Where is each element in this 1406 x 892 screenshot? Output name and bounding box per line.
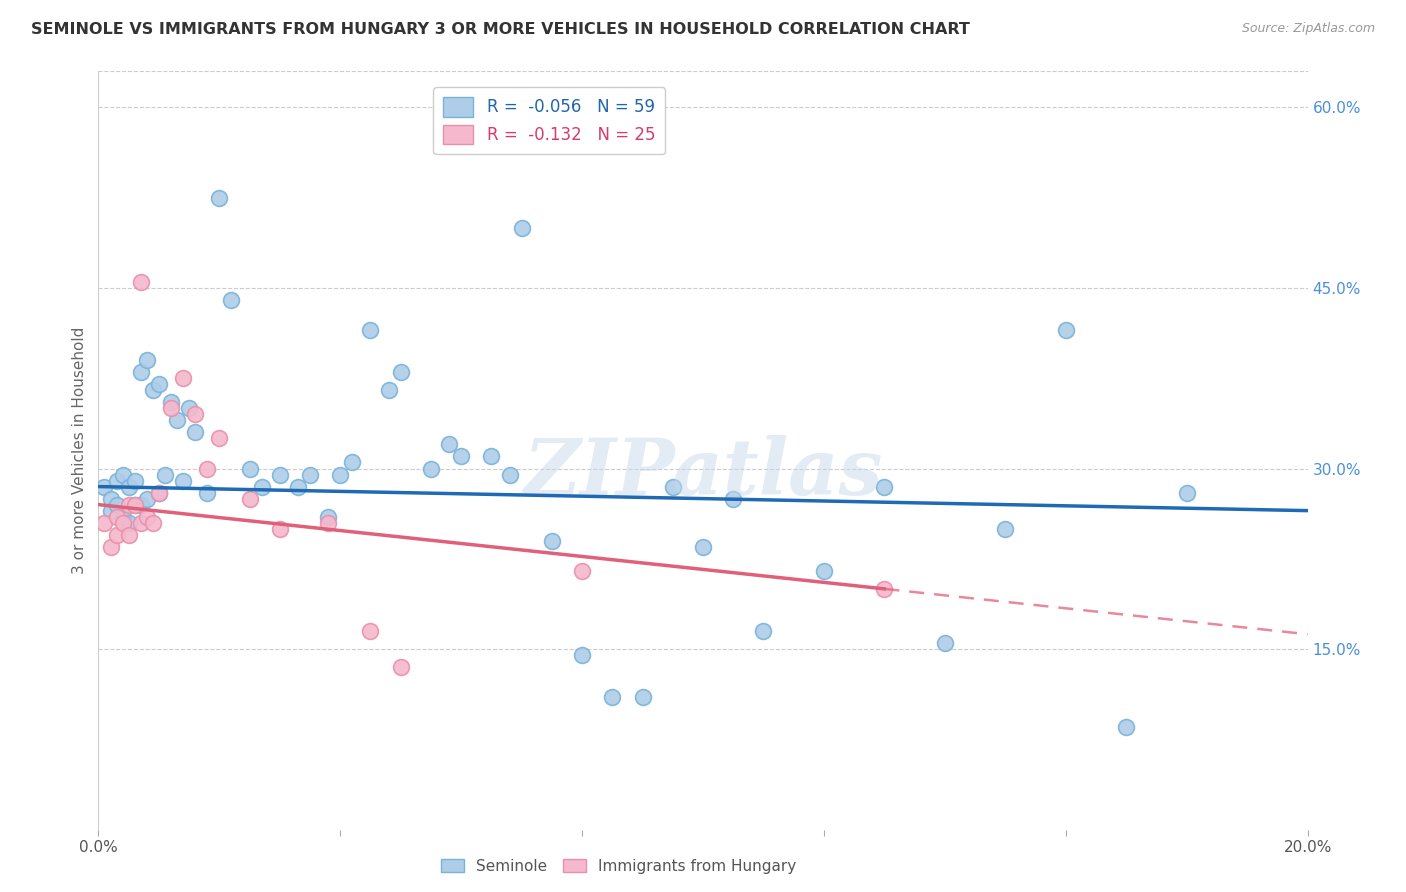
Point bbox=[100, 540, 122, 554]
Point bbox=[287, 479, 309, 493]
Point bbox=[118, 527, 141, 541]
Point bbox=[105, 498, 128, 512]
Point bbox=[239, 491, 262, 506]
Point bbox=[316, 509, 339, 524]
Point bbox=[184, 408, 207, 422]
Point bbox=[1115, 720, 1137, 734]
Point bbox=[342, 455, 364, 469]
Text: SEMINOLE VS IMMIGRANTS FROM HUNGARY 3 OR MORE VEHICLES IN HOUSEHOLD CORRELATION : SEMINOLE VS IMMIGRANTS FROM HUNGARY 3 OR… bbox=[31, 22, 970, 37]
Point bbox=[129, 365, 152, 379]
Point bbox=[160, 401, 183, 416]
Point bbox=[111, 516, 134, 530]
Point bbox=[135, 509, 157, 524]
Point bbox=[316, 516, 339, 530]
Point bbox=[148, 485, 170, 500]
Point bbox=[105, 509, 128, 524]
Point bbox=[934, 636, 956, 650]
Point bbox=[631, 690, 654, 705]
Point bbox=[389, 365, 412, 379]
Point bbox=[752, 624, 775, 638]
Point bbox=[142, 516, 165, 530]
Point bbox=[118, 479, 141, 493]
Point bbox=[129, 498, 152, 512]
Point bbox=[105, 474, 128, 488]
Text: ZIPatlas: ZIPatlas bbox=[523, 435, 883, 511]
Point bbox=[873, 582, 896, 596]
Point bbox=[299, 467, 322, 482]
Point bbox=[994, 522, 1017, 536]
Y-axis label: 3 or more Vehicles in Household: 3 or more Vehicles in Household bbox=[72, 326, 87, 574]
Point bbox=[148, 485, 170, 500]
Point bbox=[148, 377, 170, 392]
Point bbox=[124, 474, 146, 488]
Point bbox=[195, 485, 218, 500]
Point bbox=[195, 461, 218, 475]
Point bbox=[93, 516, 115, 530]
Point bbox=[100, 503, 122, 517]
Point bbox=[111, 467, 134, 482]
Point bbox=[172, 371, 194, 385]
Point bbox=[250, 479, 273, 493]
Point bbox=[179, 401, 201, 416]
Point bbox=[377, 384, 399, 398]
Point bbox=[129, 516, 152, 530]
Point bbox=[124, 498, 146, 512]
Point bbox=[172, 474, 194, 488]
Point bbox=[813, 564, 835, 578]
Point bbox=[111, 509, 134, 524]
Point bbox=[105, 527, 128, 541]
Point bbox=[93, 479, 115, 493]
Point bbox=[221, 293, 243, 307]
Point bbox=[160, 395, 183, 409]
Point bbox=[540, 533, 562, 548]
Point bbox=[142, 384, 165, 398]
Point bbox=[124, 498, 146, 512]
Point bbox=[661, 479, 683, 493]
Point bbox=[135, 491, 157, 506]
Point bbox=[329, 467, 352, 482]
Point bbox=[239, 461, 262, 475]
Text: Source: ZipAtlas.com: Source: ZipAtlas.com bbox=[1241, 22, 1375, 36]
Point bbox=[360, 323, 382, 337]
Point bbox=[100, 491, 122, 506]
Point bbox=[269, 467, 291, 482]
Point bbox=[873, 479, 896, 493]
Point bbox=[602, 690, 624, 705]
Point bbox=[269, 522, 291, 536]
Point bbox=[208, 432, 231, 446]
Point bbox=[723, 491, 745, 506]
Point bbox=[360, 624, 382, 638]
Point bbox=[1054, 323, 1077, 337]
Point bbox=[450, 450, 472, 464]
Point bbox=[692, 540, 714, 554]
Point bbox=[184, 425, 207, 440]
Point bbox=[166, 413, 188, 427]
Legend: Seminole, Immigrants from Hungary: Seminole, Immigrants from Hungary bbox=[434, 853, 803, 880]
Point bbox=[118, 498, 141, 512]
Point bbox=[389, 660, 412, 674]
Point bbox=[129, 275, 152, 289]
Point bbox=[420, 461, 443, 475]
Point bbox=[208, 191, 231, 205]
Point bbox=[510, 220, 533, 235]
Point bbox=[153, 467, 176, 482]
Legend: R =  -0.056   N = 59, R =  -0.132   N = 25: R = -0.056 N = 59, R = -0.132 N = 25 bbox=[433, 87, 665, 154]
Point bbox=[1175, 485, 1198, 500]
Point bbox=[571, 564, 593, 578]
Point bbox=[135, 353, 157, 368]
Point bbox=[481, 450, 503, 464]
Point bbox=[571, 648, 593, 662]
Point bbox=[498, 467, 520, 482]
Point bbox=[118, 516, 141, 530]
Point bbox=[437, 437, 460, 451]
